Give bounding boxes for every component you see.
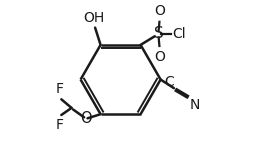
Text: C: C bbox=[165, 75, 174, 89]
Text: OH: OH bbox=[84, 11, 105, 25]
Text: O: O bbox=[154, 50, 165, 64]
Text: O: O bbox=[80, 111, 92, 126]
Text: F: F bbox=[55, 118, 63, 132]
Text: Cl: Cl bbox=[172, 27, 186, 41]
Text: S: S bbox=[154, 26, 164, 41]
Text: F: F bbox=[55, 82, 63, 96]
Text: N: N bbox=[189, 98, 200, 112]
Text: O: O bbox=[154, 4, 165, 18]
